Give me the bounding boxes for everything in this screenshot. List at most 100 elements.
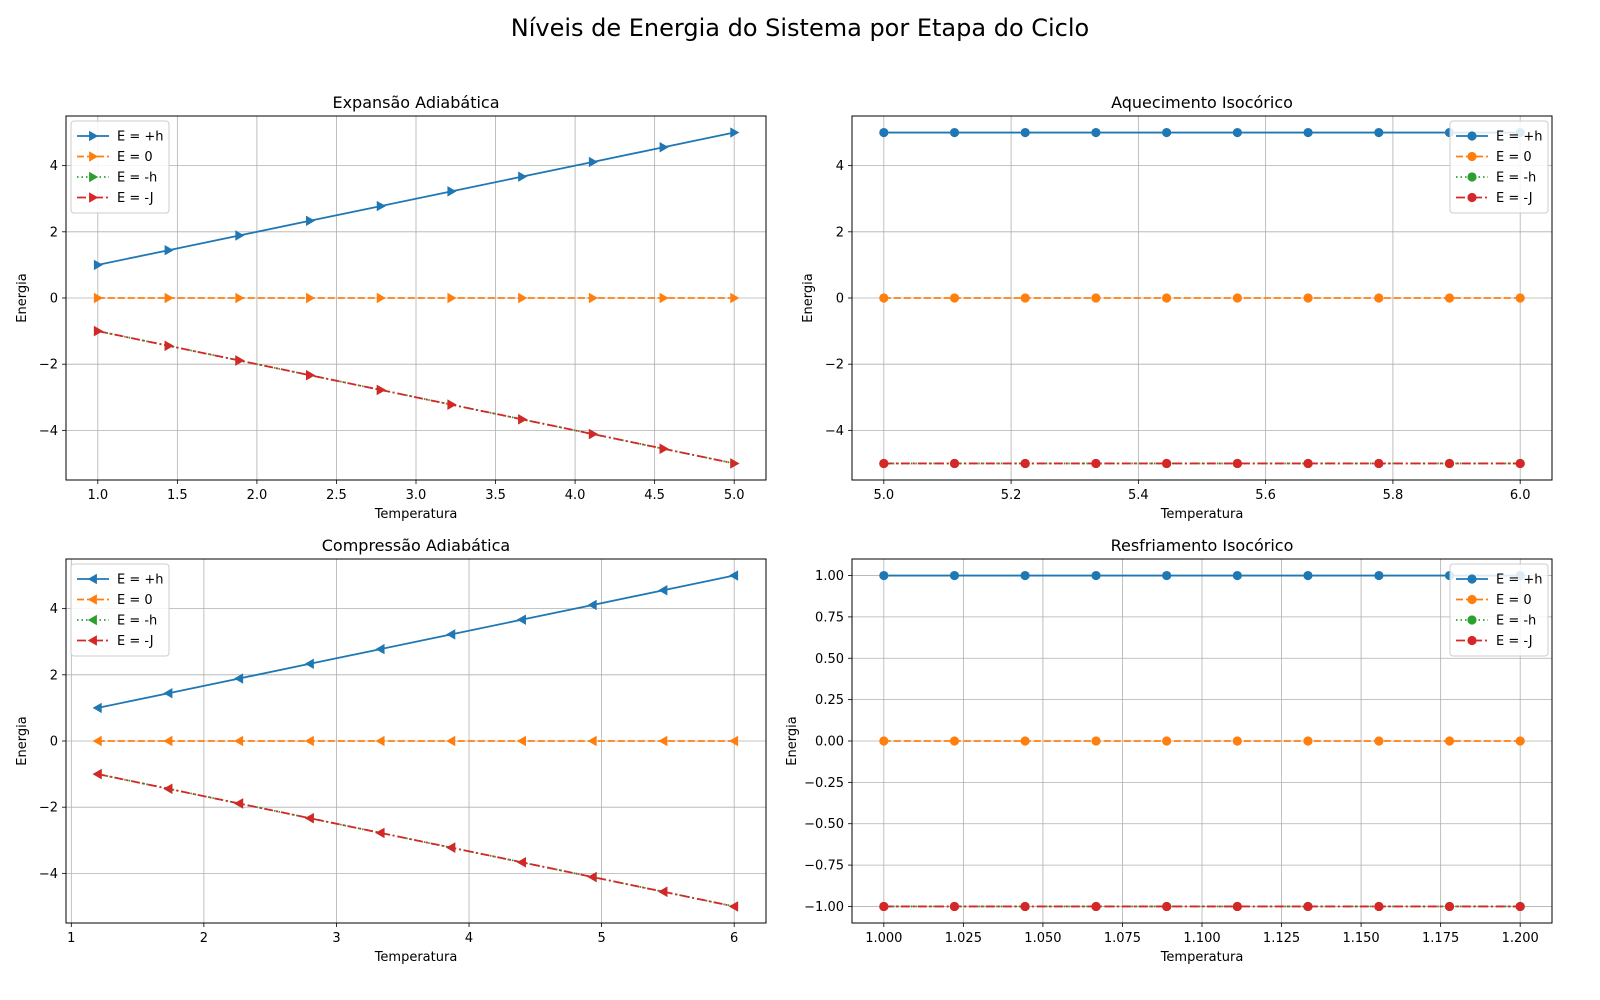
data-point — [1515, 901, 1525, 912]
series-4 — [93, 325, 740, 469]
data-point — [1232, 458, 1242, 469]
data-point — [1515, 293, 1525, 303]
data-point — [235, 292, 245, 304]
series-4 — [879, 458, 1525, 469]
legend-marker — [87, 594, 97, 605]
data-point — [516, 614, 526, 625]
x-tick-label: 3.5 — [485, 488, 506, 503]
series-2 — [879, 293, 1525, 303]
x-tick-label: 1.200 — [1502, 931, 1539, 946]
x-tick-label: 1.5 — [167, 488, 188, 503]
data-point — [1020, 293, 1030, 303]
data-point — [1444, 901, 1455, 912]
data-point — [164, 292, 174, 304]
subplot-title: Resfriamento Isocórico — [1111, 536, 1294, 555]
data-point — [659, 142, 669, 153]
y-axis-label: Energia — [15, 273, 30, 322]
x-axis-label: Temperatura — [1160, 950, 1244, 965]
data-point — [446, 629, 456, 640]
y-tick-label: 2 — [836, 225, 844, 240]
x-axis-label: Temperatura — [374, 950, 458, 965]
series-4 — [879, 901, 1525, 912]
data-point — [1020, 570, 1030, 581]
data-point — [163, 688, 173, 699]
legend-box — [70, 563, 170, 657]
x-tick-label: 2.0 — [247, 488, 268, 503]
x-tick-label: 2 — [200, 931, 208, 946]
y-tick-label: −2 — [39, 801, 58, 816]
legend-label: E = +h — [117, 573, 164, 588]
data-point — [1303, 293, 1313, 303]
data-point — [1162, 570, 1172, 581]
data-point — [446, 735, 456, 747]
chart-aquecimento-isocorico: 5.0 5.2 5.4 5.6 5.8 6.0 −4 −2 0 2 4 Aquecimento Iso… — [801, 93, 1553, 522]
data-point — [518, 292, 528, 304]
data-point — [304, 813, 314, 824]
data-point — [728, 570, 739, 581]
y-tick-label: −0.50 — [804, 817, 844, 832]
x-tick-label: 1.0 — [87, 488, 108, 503]
legend-marker — [89, 192, 99, 203]
data-point — [306, 370, 316, 381]
x-tick-label: 1.075 — [1104, 931, 1141, 946]
data-point — [1091, 293, 1101, 303]
x-tick-label: 3 — [332, 931, 340, 946]
legend-marker — [1467, 594, 1477, 605]
data-point — [1374, 458, 1384, 469]
legend: E = +h E = 0 E = -h E = -J — [70, 563, 170, 657]
data-point — [1162, 901, 1172, 912]
data-point — [1162, 736, 1172, 746]
x-tick-label: 6 — [730, 931, 738, 946]
data-point — [588, 156, 598, 168]
y-tick-label: −4 — [39, 424, 58, 439]
data-point — [235, 230, 245, 241]
legend-label: E = -J — [1496, 634, 1533, 649]
data-point — [949, 901, 960, 912]
data-point — [234, 735, 244, 747]
data-point — [1303, 458, 1313, 469]
series-2 — [92, 735, 739, 747]
data-point — [1162, 293, 1172, 303]
series-1 — [93, 127, 740, 271]
data-point — [1303, 901, 1313, 912]
legend-marker — [89, 151, 99, 162]
legend-marker — [1467, 151, 1477, 162]
legend-label: E = +h — [1496, 573, 1543, 588]
y-axis-label: Energia — [785, 716, 800, 765]
chart-expansao-adiabatica: 1.0 1.5 2.0 2.5 3.0 3.5 4.0 4.5 5.0 −4 −2 0 2 4 Expans… — [15, 93, 767, 522]
y-tick-label: −0.75 — [804, 859, 844, 874]
series-2 — [879, 736, 1525, 746]
data-point — [306, 215, 316, 226]
y-tick-label: 0 — [50, 735, 58, 750]
legend-label: E = 0 — [117, 150, 153, 165]
data-point — [1444, 736, 1455, 746]
x-tick-label: 1.100 — [1183, 931, 1220, 946]
y-tick-label: 4 — [50, 159, 58, 174]
data-point — [1515, 736, 1525, 746]
series-2 — [93, 292, 740, 304]
data-point — [728, 901, 739, 912]
data-point — [516, 857, 526, 868]
data-point — [375, 735, 385, 747]
data-point — [949, 458, 960, 469]
data-point — [659, 443, 669, 454]
data-point — [447, 399, 457, 410]
legend-label: E = 0 — [117, 593, 153, 608]
legend-marker — [87, 635, 97, 646]
series-line — [97, 574, 735, 709]
data-point — [728, 735, 739, 747]
legend-label: E = +h — [117, 130, 164, 145]
data-point — [949, 127, 960, 138]
data-point — [163, 735, 173, 747]
data-point — [658, 735, 668, 747]
data-point — [587, 599, 597, 611]
data-point — [516, 735, 526, 747]
y-tick-label: 1.00 — [815, 569, 844, 584]
data-point — [234, 798, 244, 809]
data-point — [949, 736, 960, 746]
data-point — [879, 736, 889, 746]
x-tick-label: 1.000 — [865, 931, 902, 946]
data-point — [588, 428, 598, 440]
y-tick-label: −4 — [825, 424, 844, 439]
y-axis-label: Energia — [801, 273, 816, 322]
